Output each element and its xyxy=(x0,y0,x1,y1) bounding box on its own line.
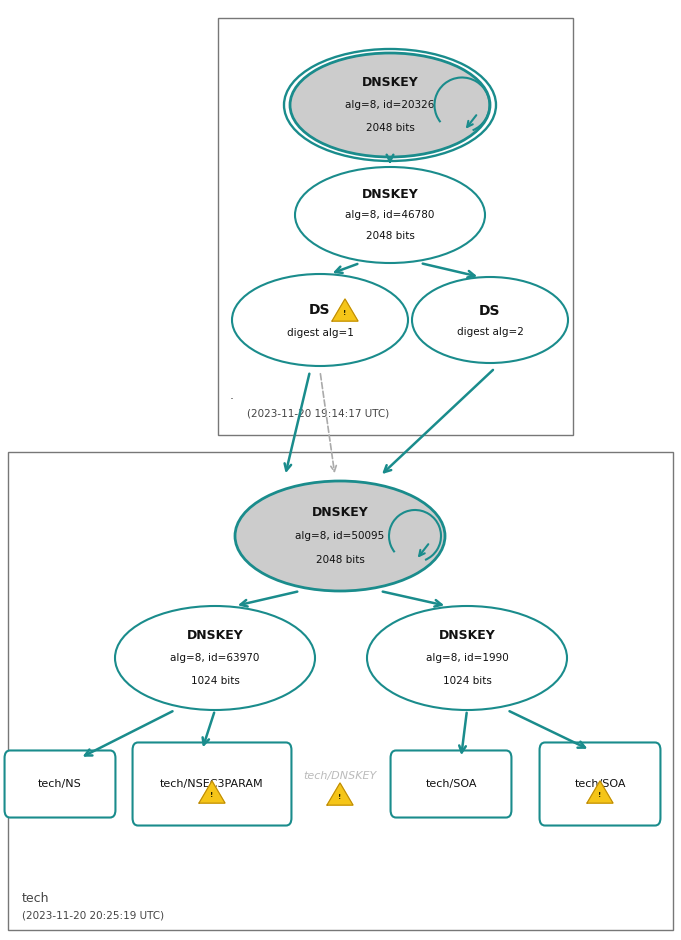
Text: tech/NS: tech/NS xyxy=(38,779,82,789)
Text: 2048 bits: 2048 bits xyxy=(315,555,364,565)
Text: DS: DS xyxy=(309,303,331,317)
Polygon shape xyxy=(199,781,225,803)
Ellipse shape xyxy=(295,167,485,263)
Text: DNSKEY: DNSKEY xyxy=(312,506,368,519)
Text: DNSKEY: DNSKEY xyxy=(362,188,418,200)
Text: tech: tech xyxy=(22,892,50,905)
FancyBboxPatch shape xyxy=(539,743,661,825)
Text: .: . xyxy=(230,389,234,402)
Text: tech/SOA: tech/SOA xyxy=(574,779,626,789)
Text: alg=8, id=63970: alg=8, id=63970 xyxy=(170,653,259,663)
Text: alg=8, id=1990: alg=8, id=1990 xyxy=(426,653,509,663)
Text: 1024 bits: 1024 bits xyxy=(443,676,492,685)
FancyBboxPatch shape xyxy=(8,452,673,930)
Text: !: ! xyxy=(599,791,601,798)
Text: tech/NSEC3PARAM: tech/NSEC3PARAM xyxy=(160,779,264,789)
Text: !: ! xyxy=(210,791,214,798)
Text: !: ! xyxy=(343,309,347,316)
Ellipse shape xyxy=(115,606,315,710)
Text: !: ! xyxy=(338,793,342,800)
FancyBboxPatch shape xyxy=(218,18,573,435)
Ellipse shape xyxy=(232,274,408,366)
Text: alg=8, id=46780: alg=8, id=46780 xyxy=(345,210,434,220)
Ellipse shape xyxy=(235,481,445,591)
Text: (2023-11-20 20:25:19 UTC): (2023-11-20 20:25:19 UTC) xyxy=(22,910,164,920)
Text: 2048 bits: 2048 bits xyxy=(366,122,415,133)
Text: 1024 bits: 1024 bits xyxy=(191,676,240,685)
Ellipse shape xyxy=(367,606,567,710)
Polygon shape xyxy=(587,781,613,803)
Text: DNSKEY: DNSKEY xyxy=(187,629,243,642)
FancyBboxPatch shape xyxy=(390,750,511,818)
Text: DNSKEY: DNSKEY xyxy=(362,76,418,89)
FancyBboxPatch shape xyxy=(133,743,291,825)
Polygon shape xyxy=(327,783,353,805)
FancyBboxPatch shape xyxy=(5,750,116,818)
Polygon shape xyxy=(332,299,358,321)
Text: alg=8, id=50095: alg=8, id=50095 xyxy=(296,531,385,541)
Ellipse shape xyxy=(290,53,490,157)
Text: digest alg=2: digest alg=2 xyxy=(456,327,524,337)
Text: alg=8, id=20326: alg=8, id=20326 xyxy=(345,100,434,110)
Text: tech/DNSKEY: tech/DNSKEY xyxy=(303,771,377,781)
Text: (2023-11-20 19:14:17 UTC): (2023-11-20 19:14:17 UTC) xyxy=(247,408,390,418)
Text: 2048 bits: 2048 bits xyxy=(366,231,415,241)
Text: tech/SOA: tech/SOA xyxy=(425,779,477,789)
Text: DNSKEY: DNSKEY xyxy=(439,629,495,642)
Text: DS: DS xyxy=(479,304,501,318)
Text: digest alg=1: digest alg=1 xyxy=(287,328,353,337)
Ellipse shape xyxy=(412,277,568,363)
